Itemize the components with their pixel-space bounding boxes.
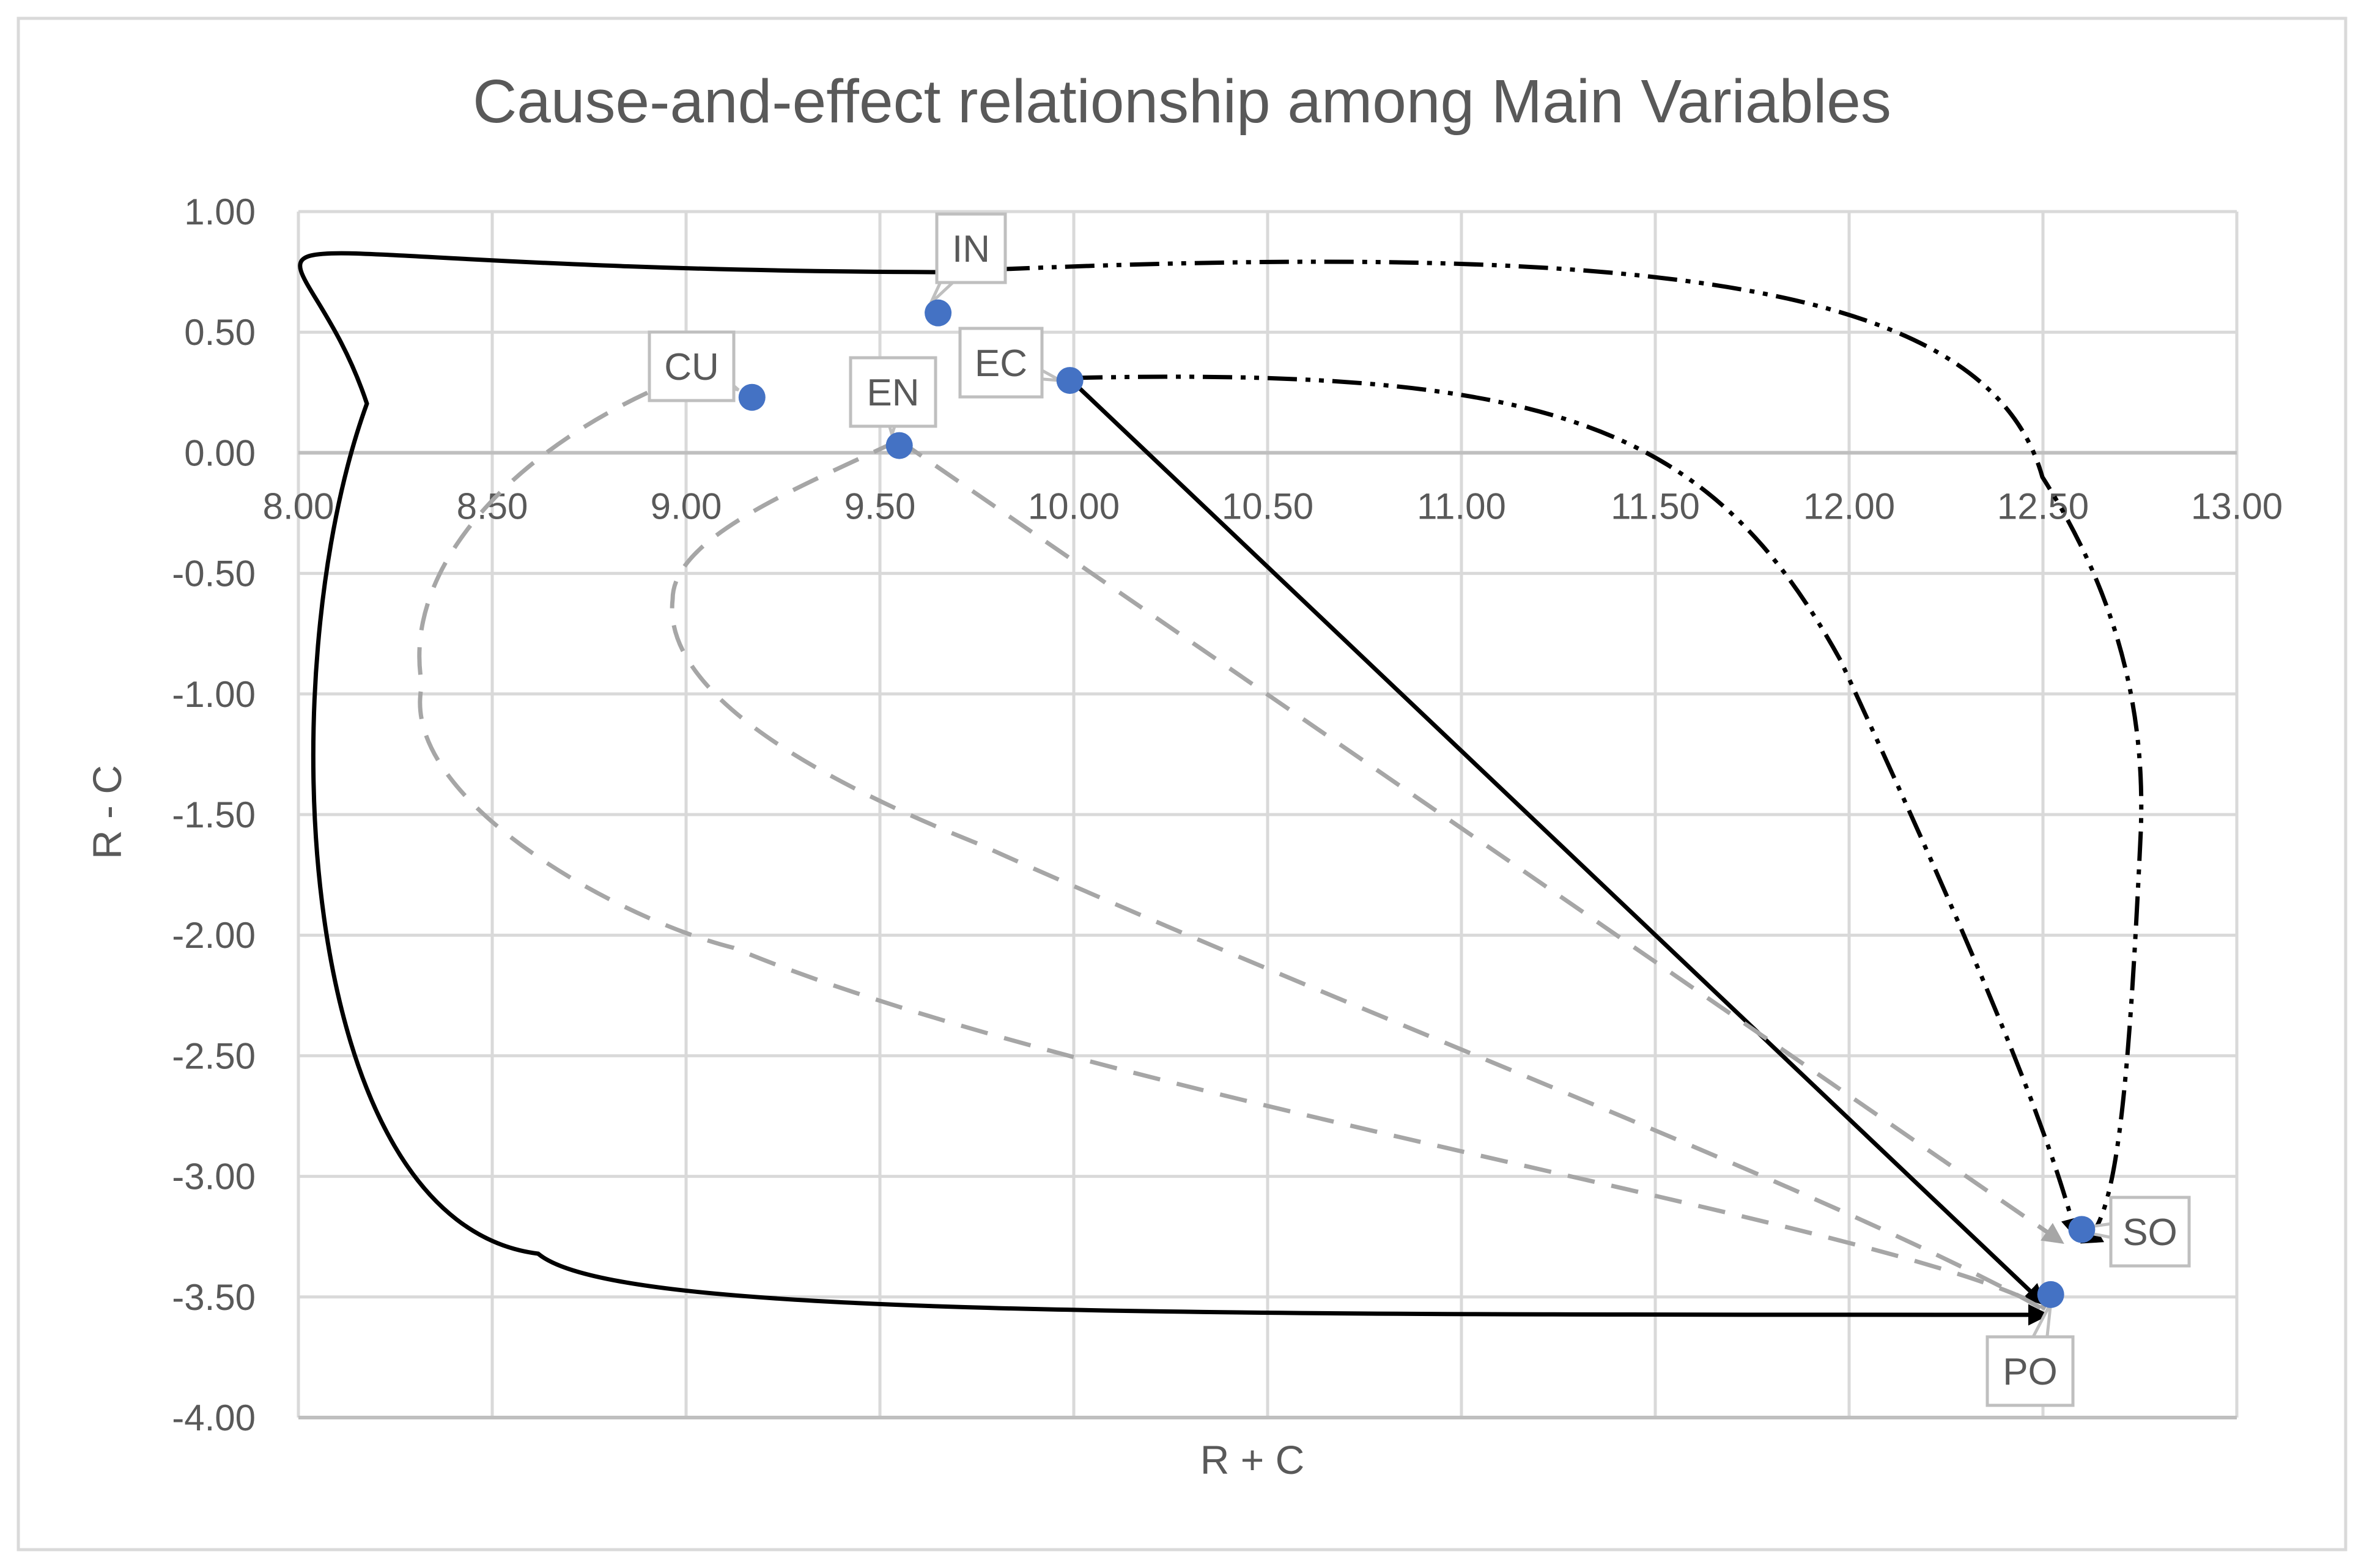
callout-fill-po [1989, 1339, 2071, 1403]
y-tick-label: -1.00 [172, 674, 256, 715]
arrow-ec-to-so [1073, 374, 2082, 1240]
callout-fill-in [939, 216, 1003, 281]
data-point-cu [738, 383, 766, 411]
x-axis-label: R + C [1200, 1437, 1305, 1482]
y-tick-label: 0.50 [184, 312, 256, 353]
arrow-cu-to-po [417, 355, 2047, 1311]
callout-fill-en [852, 360, 934, 424]
arrow-in-to-po [298, 251, 2050, 1326]
arrow-en-to-so [898, 438, 2064, 1244]
y-tick-label: -1.50 [172, 794, 256, 835]
y-axis-label: R - C [84, 765, 130, 859]
point-label-in: IN [952, 228, 990, 270]
callout-fill-so [2113, 1199, 2187, 1264]
relationship-arrows [298, 251, 2144, 1326]
x-tick-labels: 8.00 8.50 9.00 9.50 10.00 10.50 11.00 11.50 12.0… [263, 486, 2283, 527]
point-label-cu: CU [664, 346, 719, 388]
y-tick-labels: 1.00 0.50 0.00 -0.50 -1.00 -1.50 -2.00 -2.50 -3.… [172, 191, 256, 1438]
data-point-in [925, 299, 952, 327]
point-label-en: EN [866, 372, 919, 414]
arrow-ec-to-po [1071, 380, 2046, 1306]
y-tick-label: -2.00 [172, 915, 256, 956]
x-tick-label: 10.00 [1028, 486, 1120, 527]
x-tick-label: 8.00 [263, 486, 334, 527]
chart-title: Cause-and-effect relationship among Main… [473, 67, 1891, 136]
callout-fill-ec [962, 330, 1040, 395]
x-tick-label: 9.00 [651, 486, 722, 527]
x-tick-label: 10.50 [1222, 486, 1313, 527]
arrow-en-to-po [670, 438, 2044, 1311]
callout-fill-cu [651, 334, 732, 399]
axes [298, 451, 2237, 1419]
x-tick-label: 12.00 [1803, 486, 1895, 527]
chart-frame [17, 17, 2347, 1551]
arrow-in-to-so [935, 259, 2144, 1244]
y-tick-label: -3.50 [172, 1277, 256, 1318]
point-label-ec: EC [975, 342, 1027, 385]
x-tick-label: 11.00 [1417, 486, 1506, 527]
x-tick-label: 13.00 [2191, 486, 2283, 527]
point-label-so: SO [2122, 1211, 2177, 1254]
point-label-po: PO [2003, 1351, 2058, 1393]
data-point-en [885, 432, 913, 459]
data-point-ec [1056, 367, 1084, 394]
data-point-so [2068, 1216, 2096, 1243]
x-tick-label: 12.50 [1997, 486, 2089, 527]
y-tick-label: -2.50 [172, 1035, 256, 1076]
data-point-po [2037, 1281, 2064, 1308]
point-label-callouts: IN CU EN EC SO PO [648, 212, 2191, 1407]
y-tick-label: -4.00 [172, 1397, 256, 1438]
y-tick-label: 0.00 [184, 432, 256, 473]
y-tick-label: -3.00 [172, 1156, 256, 1197]
x-tick-label: 11.50 [1611, 486, 1700, 527]
x-tick-label: 9.50 [844, 486, 916, 527]
y-tick-label: 1.00 [184, 191, 256, 232]
y-tick-label: -0.50 [172, 553, 256, 594]
x-tick-label: 8.50 [457, 486, 528, 527]
data-points [738, 299, 2096, 1308]
